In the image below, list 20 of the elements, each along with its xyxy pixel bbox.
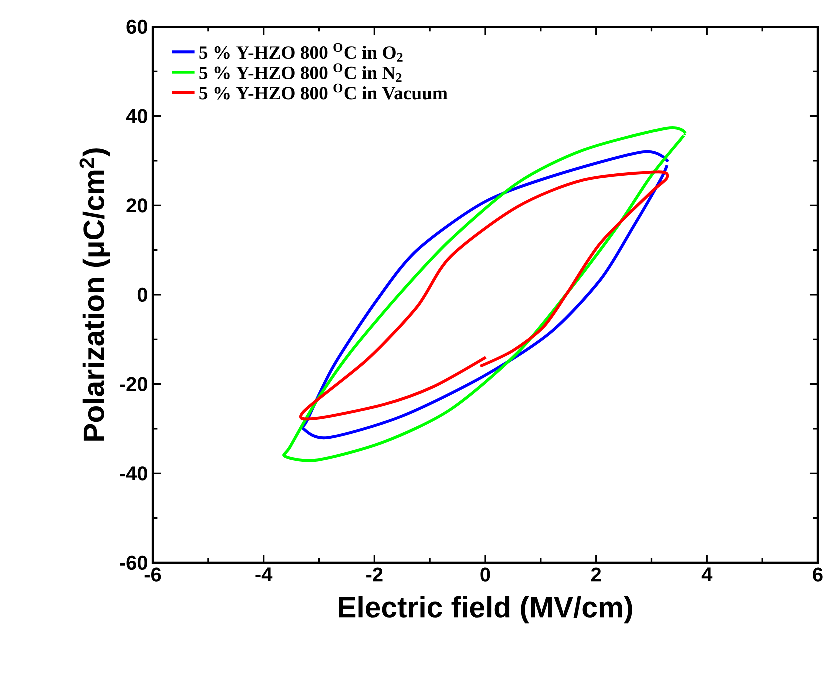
x-tick-label: 6 <box>813 568 823 582</box>
y-tick-label: -20 <box>120 377 148 392</box>
y-axis-title: Polarization (μC/cm$^{2}$) <box>80 148 110 441</box>
y-tick-label: 40 <box>126 109 148 124</box>
x-axis-title: Electric field (MV/cm) <box>339 596 632 624</box>
x-tick-label: 0 <box>480 568 490 582</box>
line-series <box>284 126 688 462</box>
y-tick-label: -60 <box>120 556 148 570</box>
x-tick-label: -4 <box>256 568 273 582</box>
legend-label: 5 % Y-HZO 800 $^{O}$C in N$_{2}$ <box>200 64 402 82</box>
y-tick-label: 60 <box>126 20 148 34</box>
legend-label: 5 % Y-HZO 800 $^{O}$C in O$_{2}$ <box>200 43 403 62</box>
x-tick-label: 4 <box>702 568 713 582</box>
legend-label: 5 % Y-HZO 800 $^{O}$C in Vacuum <box>200 84 448 100</box>
x-tick-label: 2 <box>591 568 602 582</box>
y-tick-label: -40 <box>120 466 148 481</box>
y-tick-label: 0 <box>138 288 148 302</box>
x-tick-label: -6 <box>144 568 162 582</box>
x-tick-label: -2 <box>366 568 383 582</box>
y-tick-label: 20 <box>126 198 148 213</box>
